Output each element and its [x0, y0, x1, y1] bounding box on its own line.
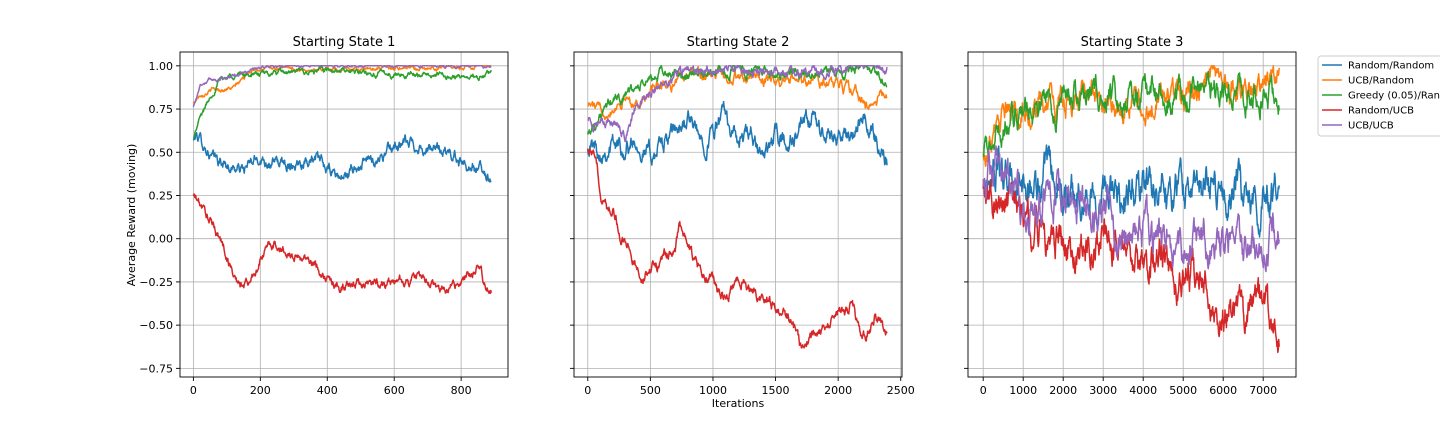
legend-label-random-random: Random/Random [1348, 61, 1434, 72]
x-tick-label: 1500 [762, 384, 790, 397]
series-group [982, 65, 1280, 354]
y-tick-label: −0.25 [139, 276, 173, 289]
x-axis-label: Iterations [712, 397, 765, 410]
legend-label-random-ucb: Random/UCB [1348, 106, 1414, 117]
series-line-random-random [192, 131, 492, 183]
legend-item: Random/Random [1322, 61, 1434, 72]
series-line-ucb-ucb [982, 145, 1280, 273]
x-tick-label: 3000 [1089, 384, 1117, 397]
y-tick-label: 0.25 [149, 189, 174, 202]
panel-1-title: Starting State 1 [293, 35, 396, 50]
axes-frame [573, 51, 903, 378]
panel-1-plot: 0 200 400 600 800 −0.75 −0.50 −0.25 0.00 0.25 0.50… [139, 51, 509, 397]
legend-item: Greedy (0.05)/Random [1322, 91, 1440, 102]
x-tick-label: 2000 [824, 384, 852, 397]
panel-2-title: Starting State 2 [687, 35, 790, 50]
y-tick-label: 1.00 [149, 60, 174, 73]
x-tick-label: 200 [250, 384, 271, 397]
x-tick-label: 400 [317, 384, 338, 397]
series-line-random-ucb [982, 178, 1280, 354]
x-tick-label: 7000 [1249, 384, 1277, 397]
series-line-greedy-0-05-random [193, 65, 493, 139]
series-line-random-ucb [587, 148, 888, 349]
y-tick-label: −0.75 [139, 362, 173, 375]
panel-2-plot: 0 500 1000 1500 2000 2500 [570, 51, 915, 397]
x-tick-label: 1000 [1009, 384, 1037, 397]
legend-label-ucb-random: UCB/Random [1348, 76, 1414, 87]
series-group [192, 65, 493, 295]
series-line-greedy-0-05-random [982, 70, 1280, 158]
y-tick-label: 0.75 [149, 103, 174, 116]
x-tick-label: 800 [451, 384, 472, 397]
x-tick-label: 0 [190, 384, 197, 397]
x-tick-label: 6000 [1209, 384, 1237, 397]
legend: Random/Random UCB/Random Greedy (0.05)/R… [1317, 55, 1440, 137]
legend-item: UCB/UCB [1322, 121, 1394, 132]
x-tick-label: 4000 [1129, 384, 1157, 397]
panel-3-title: Starting State 3 [1081, 35, 1184, 50]
y-tick-label: 0.50 [149, 146, 174, 159]
x-tick-label: 5000 [1169, 384, 1197, 397]
series-group [587, 65, 888, 349]
x-tick-label: 2000 [1049, 384, 1077, 397]
y-axis-label: Average Reward (moving) [125, 144, 138, 287]
x-tick-label: 1000 [699, 384, 727, 397]
series-line-ucb-random [192, 65, 492, 104]
legend-item: Random/UCB [1322, 106, 1414, 117]
legend-frame [1317, 55, 1440, 137]
x-tick-label: 600 [384, 384, 405, 397]
x-tick-label: 500 [640, 384, 661, 397]
legend-label-ucb-ucb: UCB/UCB [1348, 121, 1394, 132]
y-tick-label: −0.50 [139, 319, 173, 332]
panel-3: Starting State 3 0 1000 2000 3000 4000 5000 60… [964, 35, 1297, 397]
series-line-random-random [587, 100, 888, 166]
x-tick-label: 0 [584, 384, 591, 397]
axes-frame [967, 51, 1297, 378]
legend-item: UCB/Random [1322, 76, 1414, 87]
x-tick-label: 0 [980, 384, 987, 397]
panel-3-plot: 0 1000 2000 3000 4000 5000 6000 7000 [964, 51, 1297, 397]
y-tick-label: 0.00 [149, 233, 174, 246]
panel-1: Starting State 1 Average Reward (moving)… [125, 35, 509, 397]
x-tick-label: 2500 [887, 384, 915, 397]
series-line-ucb-ucb [192, 65, 492, 108]
axes-frame [179, 51, 509, 378]
panel-2: Starting State 2 Iterations 0 500 1000 1500… [570, 35, 915, 410]
series-line-random-random [982, 144, 1280, 238]
series-line-random-ucb [192, 193, 493, 295]
legend-label-greedy-random: Greedy (0.05)/Random [1348, 91, 1440, 102]
series-line-ucb-ucb [587, 65, 888, 143]
